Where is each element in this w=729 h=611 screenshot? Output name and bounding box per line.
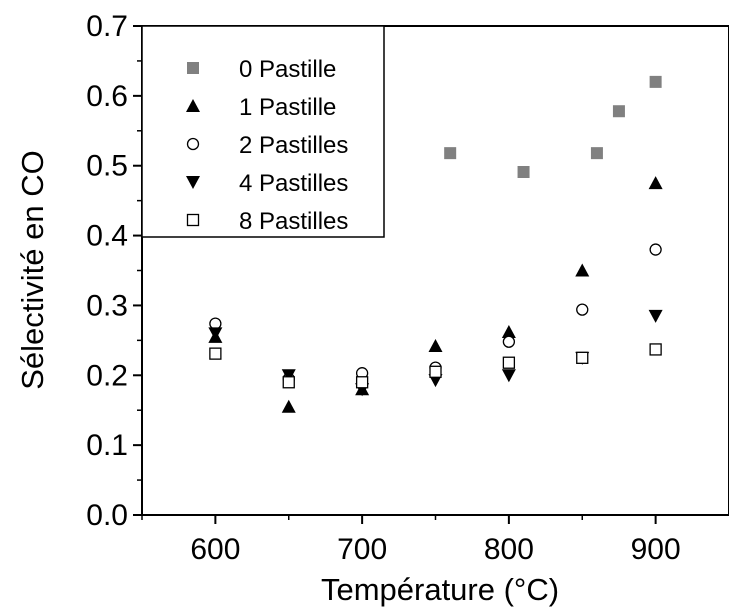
y-tick-label: 0.0 [86, 499, 128, 532]
legend-entry: 8 Pastilles [186, 208, 348, 235]
legend-frame [141, 25, 385, 238]
x-tick-label: 900 [631, 533, 681, 566]
legend-label: 4 Pastilles [239, 170, 348, 197]
legend-marker [186, 99, 200, 112]
y-tick-label: 0.1 [86, 429, 128, 462]
series-5 [209, 343, 662, 389]
series-2 [208, 176, 663, 413]
legend-marker [186, 213, 200, 227]
data-point [355, 376, 369, 389]
x-axis-title: Température (°C) [321, 572, 559, 607]
data-point [501, 369, 516, 383]
legend-marker [186, 137, 200, 151]
y-tick-label: 0.4 [86, 220, 128, 253]
data-points [208, 75, 663, 413]
legend-entry: 4 Pastilles [186, 170, 348, 197]
legend: 0 Pastille 1 Pastille 2 Pastilles 4 Pastill… [141, 25, 385, 238]
legend-entry: 0 Pastille [187, 56, 336, 83]
y-tick-label: 0.6 [86, 80, 128, 113]
data-point [429, 365, 442, 378]
data-point [648, 176, 663, 190]
data-point [502, 356, 516, 369]
legend-entry: 1 Pastille [186, 94, 336, 121]
legend-label: 0 Pastille [239, 56, 336, 83]
x-tick-label: 800 [484, 533, 534, 566]
series-4 [208, 309, 663, 397]
series-3 [209, 243, 662, 385]
data-point [502, 335, 516, 348]
data-point [576, 351, 589, 364]
data-point [444, 147, 457, 160]
data-point [649, 343, 662, 356]
data-point [208, 327, 223, 341]
data-point [649, 75, 662, 88]
data-point [612, 105, 625, 118]
data-point [282, 376, 295, 389]
tick-labels: 0.0 0.1 0.2 0.3 0.4 0.5 0.6 0.7 600 700 800 900 [86, 10, 680, 566]
legend-marker [186, 176, 200, 189]
data-point [281, 399, 296, 413]
data-point [590, 147, 603, 160]
data-point [209, 347, 222, 360]
data-point [517, 166, 530, 179]
y-tick-label: 0.3 [86, 289, 128, 322]
y-tick-label: 0.5 [86, 150, 128, 183]
legend-label: 1 Pastille [239, 94, 336, 121]
legend-label: 8 Pastilles [239, 208, 348, 235]
data-point [428, 338, 443, 352]
x-tick-label: 700 [337, 533, 387, 566]
legend-entry: 2 Pastilles [186, 132, 348, 159]
y-tick-label: 0.2 [86, 359, 128, 392]
y-axis-title: Sélectivité en CO [15, 150, 50, 390]
y-tick-label: 0.7 [86, 10, 128, 43]
data-point [649, 243, 662, 256]
data-point [575, 263, 590, 277]
axis-ticks [133, 25, 657, 524]
data-point [648, 309, 663, 323]
series-1 [444, 75, 662, 179]
data-point [281, 369, 296, 383]
x-tick-label: 600 [190, 533, 240, 566]
data-point [576, 303, 589, 316]
data-point [501, 324, 516, 338]
legend-label: 2 Pastilles [239, 132, 348, 159]
legend-marker [187, 62, 199, 74]
